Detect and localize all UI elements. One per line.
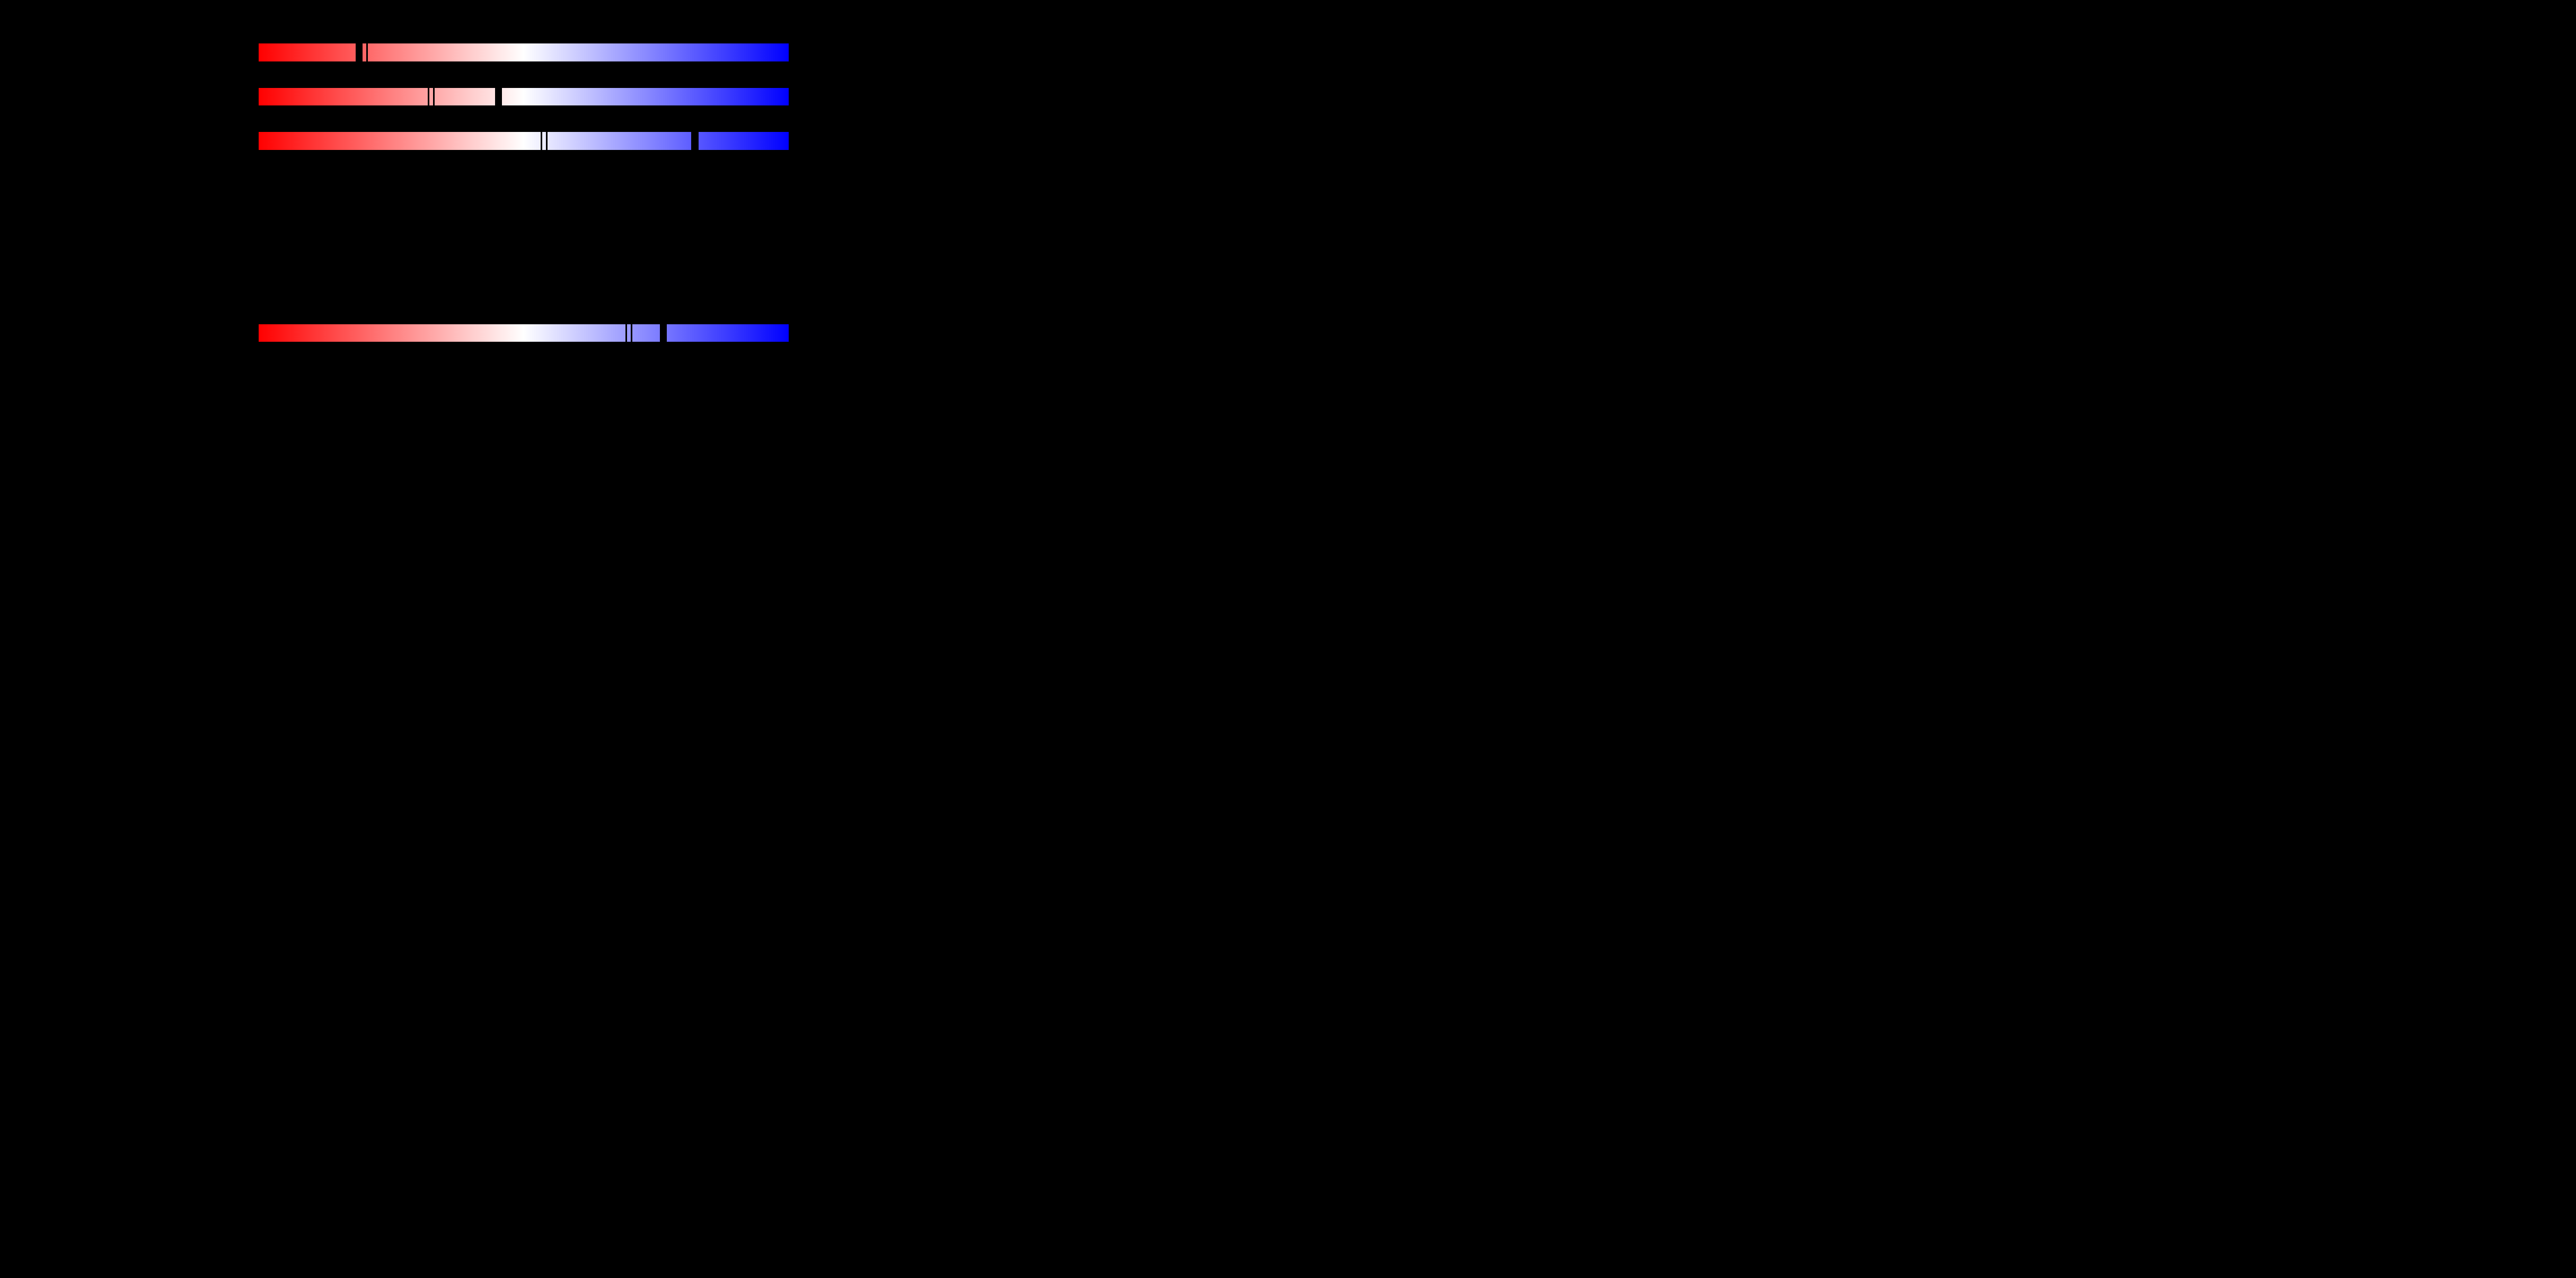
marker-thick-line bbox=[495, 87, 502, 105]
marker-thin-line bbox=[540, 132, 542, 150]
marker-thin-line bbox=[427, 87, 430, 105]
figure-canvas bbox=[0, 0, 859, 426]
marker-thick-line bbox=[659, 324, 667, 342]
marker-thin-line bbox=[433, 87, 435, 105]
marker-thick-line bbox=[355, 43, 363, 61]
marker-thin-line bbox=[625, 324, 628, 342]
marker-thick-line bbox=[691, 132, 699, 150]
colorbar-3 bbox=[258, 132, 789, 150]
colorbar-1 bbox=[258, 43, 789, 61]
colorbar-2 bbox=[258, 87, 789, 105]
colorbar-4 bbox=[258, 324, 789, 342]
marker-thin-line bbox=[545, 132, 548, 150]
marker-thin-line bbox=[630, 324, 633, 342]
marker-thin-line bbox=[366, 43, 368, 61]
